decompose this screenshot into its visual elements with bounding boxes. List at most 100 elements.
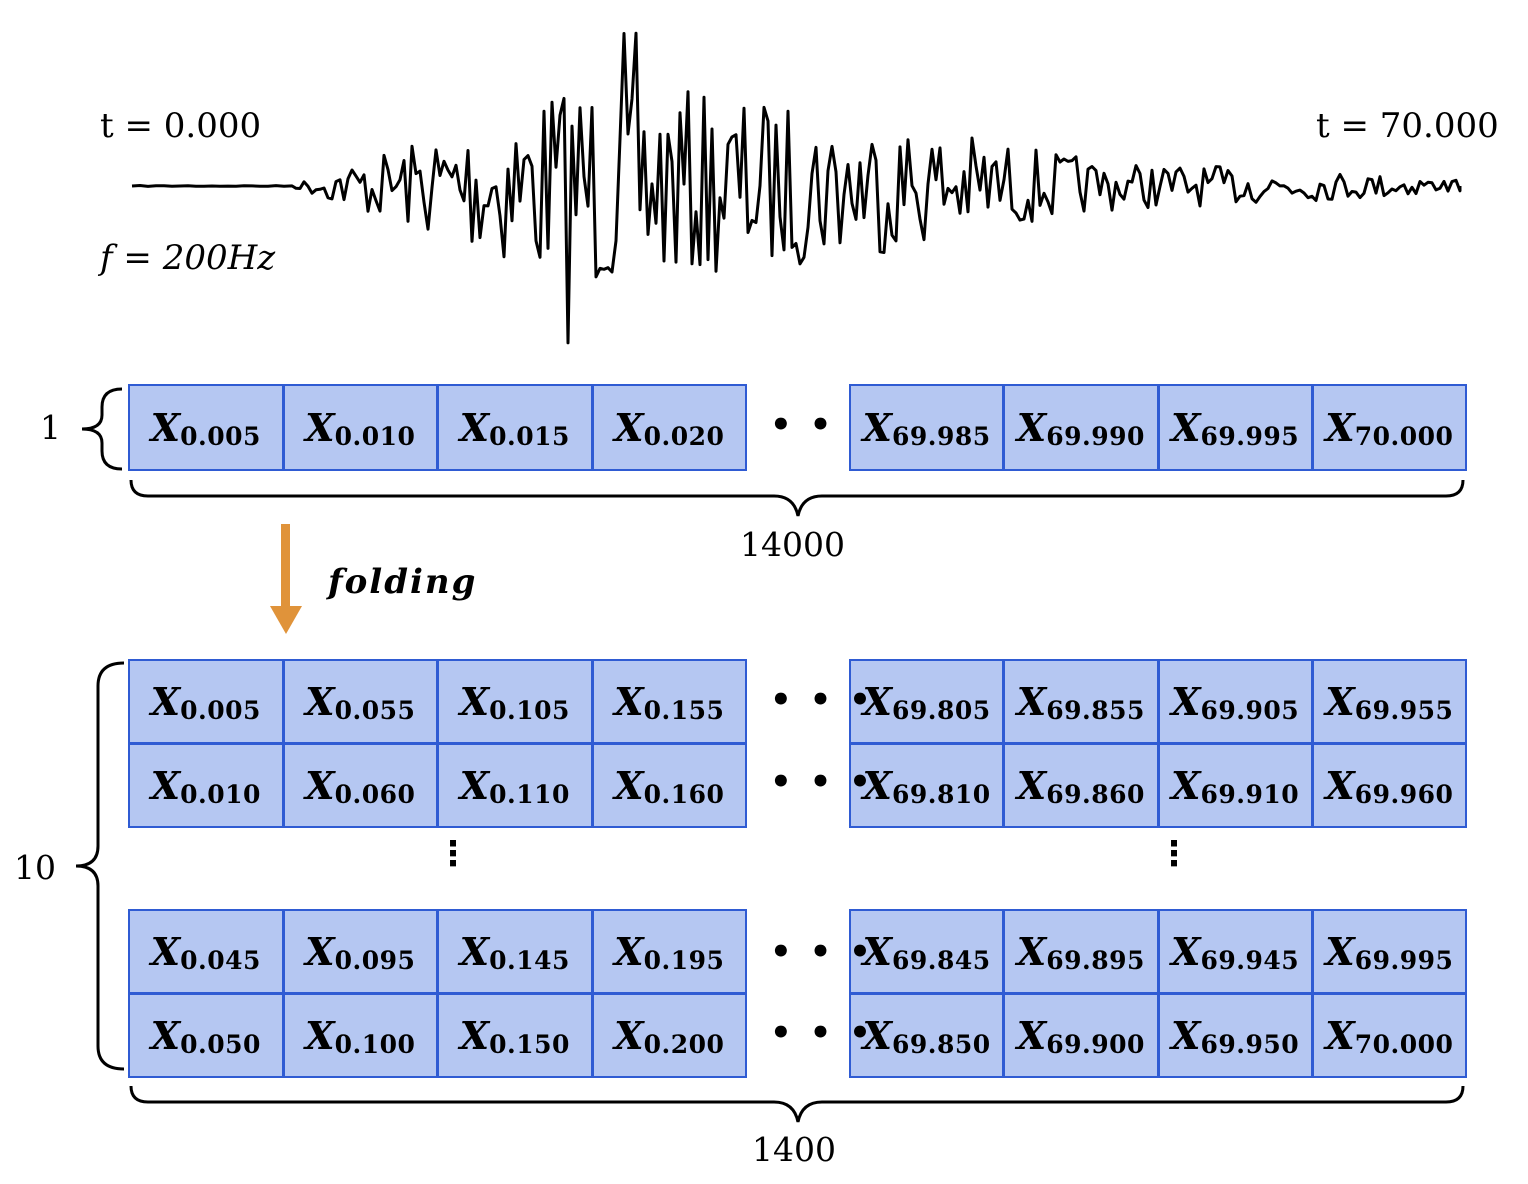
sample-cell: X 69.945 (1159, 911, 1311, 992)
horizontal-ellipsis: • • • (770, 680, 874, 720)
sample-cell: X 0.095 (284, 911, 436, 992)
folding-label: folding (328, 562, 478, 602)
sample-cell: X 69.805 (851, 661, 1003, 742)
sample-variable: X (459, 762, 490, 808)
sample-variable: X (1325, 678, 1355, 724)
sample-cell: X 70.000 (1313, 386, 1465, 469)
sample-cell: X 0.100 (284, 995, 436, 1076)
sample-time-subscript: 69.850 (892, 1030, 991, 1059)
column-count-label-before: 14000 (740, 525, 845, 564)
sample-cell: X 69.995 (1313, 911, 1465, 992)
sample-time-subscript: 69.810 (892, 780, 991, 809)
sample-cell: X 0.005 (130, 661, 282, 742)
row-count-label-after: 10 (14, 848, 56, 887)
sample-variable: X (1016, 1012, 1047, 1058)
sample-time-subscript: 69.955 (1354, 696, 1454, 725)
sample-variable: X (1016, 762, 1047, 808)
sample-variable: X (1016, 928, 1047, 974)
sample-cell: X 69.995 (1159, 386, 1311, 469)
sample-time-subscript: 0.100 (334, 1030, 416, 1059)
sample-time-subscript: 0.150 (489, 1030, 570, 1059)
sample-time-subscript: 0.005 (180, 422, 261, 451)
sample-time-subscript: 69.995 (1354, 946, 1454, 975)
sample-time-subscript: 0.005 (180, 696, 261, 725)
time-end-label: t = 70.000 (1316, 106, 1499, 146)
sample-time-subscript: 69.895 (1046, 946, 1145, 975)
sample-cell: X 0.200 (593, 995, 745, 1076)
sample-cell: X 0.145 (439, 911, 591, 992)
sample-variable: X (862, 404, 893, 450)
sample-cell: X 69.895 (1005, 911, 1157, 992)
sample-time-subscript: 0.045 (180, 946, 261, 975)
sample-cell: X 0.020 (593, 386, 745, 469)
sample-cell: X 69.855 (1005, 661, 1157, 742)
sample-time-subscript: 0.055 (334, 696, 416, 725)
sample-cell: X 69.960 (1313, 745, 1465, 826)
sample-cell: X 69.900 (1005, 995, 1157, 1076)
sample-variable: X (150, 1012, 181, 1058)
sample-time-subscript: 69.860 (1046, 780, 1145, 809)
sample-variable: X (459, 1012, 490, 1058)
sample-cell: X 0.060 (284, 745, 436, 826)
sample-time-subscript: 69.990 (1046, 422, 1145, 451)
sample-time-subscript: 69.845 (892, 946, 991, 975)
folded-rows-top-end: X 69.805 X 69.855 X 69.905 X 69.955 X 69.810 X 69.8… (849, 659, 1467, 828)
sample-cell: X 0.010 (130, 745, 282, 826)
sample-time-subscript: 0.095 (334, 946, 416, 975)
sample-variable: X (862, 928, 893, 974)
sample-cell: X 0.015 (439, 386, 591, 469)
sample-time-subscript: 0.145 (489, 946, 570, 975)
sample-variable: X (1325, 1012, 1355, 1058)
sample-variable: X (459, 404, 490, 450)
sample-cell: X 0.150 (439, 995, 591, 1076)
sample-time-subscript: 70.000 (1354, 1030, 1454, 1059)
sample-time-subscript: 0.050 (180, 1030, 261, 1059)
left-brace-after (75, 661, 125, 1071)
sample-variable: X (150, 928, 181, 974)
sample-cell: X 0.005 (130, 386, 282, 469)
bottom-brace-before (129, 479, 1465, 517)
time-start-label: t = 0.000 (100, 106, 262, 146)
sample-variable: X (459, 928, 490, 974)
sample-variable: X (862, 1012, 893, 1058)
sampling-frequency-label: f = 200Hz (100, 238, 276, 278)
sample-cell: X 69.910 (1159, 745, 1311, 826)
sample-cell: X 0.055 (284, 661, 436, 742)
folded-rows-top-start: X 0.005 X 0.055 X 0.105 X 0.155 X 0.010 X 0.060 X 0.1… (128, 659, 747, 828)
sample-time-subscript: 0.110 (489, 780, 570, 809)
sample-variable: X (1171, 762, 1201, 808)
sample-cell: X 0.110 (439, 745, 591, 826)
sample-cell: X 0.195 (593, 911, 745, 992)
sample-variable: X (862, 762, 893, 808)
sample-variable: X (614, 678, 644, 724)
sample-variable: X (1325, 404, 1355, 450)
waveform-trace (131, 31, 1462, 345)
sample-time-subscript: 69.855 (1046, 696, 1145, 725)
sample-variable: X (614, 1012, 644, 1058)
sample-time-subscript: 69.945 (1200, 946, 1300, 975)
folded-rows-bottom-end: X 69.845 X 69.895 X 69.945 X 69.995 X 69.850 X 69.9… (849, 909, 1467, 1078)
sample-cell: X 0.155 (593, 661, 745, 742)
row-count-label-before: 1 (40, 408, 61, 447)
sample-variable: X (1325, 762, 1355, 808)
sample-variable: X (1171, 928, 1201, 974)
sequence-row-end: X 69.985 X 69.990 X 69.995 X 70.000 (849, 384, 1467, 471)
sample-time-subscript: 69.950 (1200, 1030, 1300, 1059)
sample-cell: X 0.105 (439, 661, 591, 742)
sample-cell: X 69.905 (1159, 661, 1311, 742)
sample-cell: X 0.045 (130, 911, 282, 992)
left-brace-before (81, 387, 123, 471)
column-count-label-after: 1400 (752, 1130, 836, 1169)
sample-variable: X (305, 1012, 335, 1058)
sequence-row-start: X 0.005 X 0.010 X 0.015 X 0.020 (128, 384, 747, 471)
sample-time-subscript: 0.195 (643, 946, 725, 975)
sample-time-subscript: 69.995 (1200, 422, 1300, 451)
sample-variable: X (459, 678, 490, 724)
sample-cell: X 70.000 (1313, 995, 1465, 1076)
vertical-ellipsis: ⋮ (1157, 834, 1191, 874)
sample-variable: X (150, 678, 181, 724)
sample-time-subscript: 0.155 (643, 696, 725, 725)
sample-variable: X (614, 928, 644, 974)
bottom-brace-after (129, 1085, 1465, 1123)
sample-variable: X (1016, 404, 1047, 450)
